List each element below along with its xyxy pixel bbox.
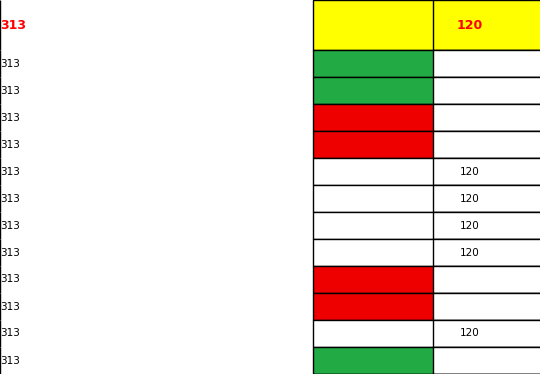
Text: 313: 313 [0, 221, 20, 230]
Bar [313, 293, 540, 320]
Bar [313, 158, 540, 185]
Bar [433, 158, 540, 185]
Text: 120: 120 [460, 166, 480, 177]
Bar [433, 131, 540, 158]
Text: 313: 313 [0, 248, 20, 258]
Text: 313: 313 [0, 328, 20, 338]
Bar [313, 50, 540, 77]
Bar [313, 185, 540, 212]
Bar [313, 347, 540, 374]
Bar [313, 239, 540, 266]
Bar [433, 0, 540, 50]
Bar [433, 212, 540, 239]
Bar [433, 239, 540, 266]
Text: 120: 120 [460, 193, 480, 203]
Bar [433, 104, 540, 131]
Text: 313: 313 [0, 275, 20, 285]
Text: 313: 313 [0, 140, 20, 150]
Text: 120: 120 [460, 248, 480, 258]
Bar [433, 185, 540, 212]
Text: 120: 120 [458, 58, 481, 68]
Text: 313: 313 [0, 113, 20, 123]
Text: 120: 120 [458, 113, 481, 123]
Text: 120: 120 [460, 221, 480, 230]
Bar [313, 0, 540, 50]
Bar [433, 266, 540, 293]
Text: 313: 313 [0, 356, 20, 365]
Bar [433, 293, 540, 320]
Bar [313, 77, 540, 104]
Text: 120: 120 [456, 18, 483, 31]
Bar [433, 347, 540, 374]
Text: 120: 120 [460, 328, 480, 338]
Text: 120: 120 [458, 356, 481, 365]
Bar [433, 50, 540, 77]
Bar [313, 104, 540, 131]
Text: 313: 313 [0, 86, 20, 95]
Text: 120: 120 [458, 140, 481, 150]
Bar [313, 212, 540, 239]
Text: 313: 313 [0, 166, 20, 177]
Bar [313, 320, 540, 347]
Bar [433, 320, 540, 347]
Text: 120: 120 [458, 275, 481, 285]
Bar [433, 77, 540, 104]
Text: 313: 313 [0, 301, 20, 312]
Text: 120: 120 [458, 86, 481, 95]
Text: 313: 313 [0, 18, 26, 31]
Text: 313: 313 [0, 193, 20, 203]
Text: 120: 120 [458, 301, 481, 312]
Bar [313, 131, 540, 158]
Text: 313: 313 [0, 58, 20, 68]
Bar [313, 266, 540, 293]
